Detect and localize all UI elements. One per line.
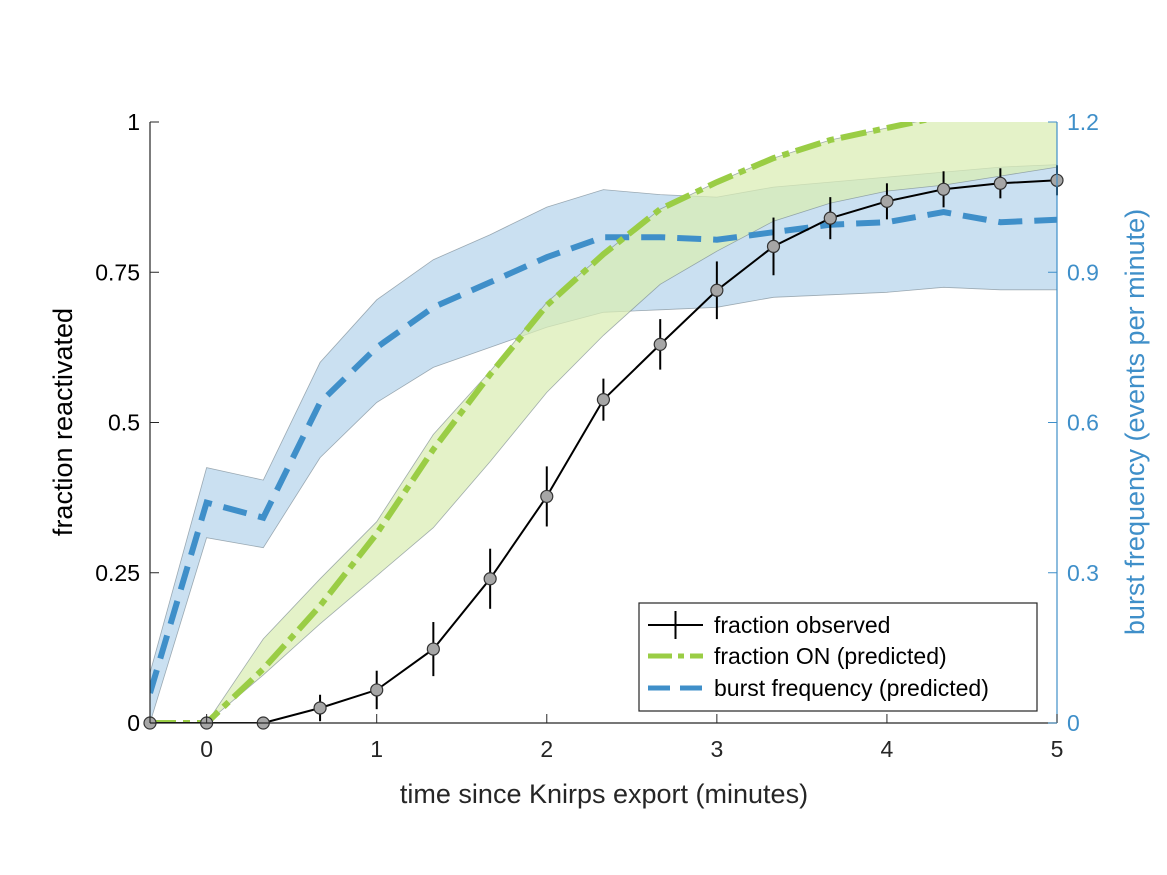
y-right-tick-label: 0.9 bbox=[1067, 259, 1099, 285]
data-point bbox=[993, 176, 1007, 190]
y-left-tick-label: 0 bbox=[127, 710, 140, 736]
x-tick-label: 0 bbox=[200, 736, 213, 762]
x-tick-label: 4 bbox=[881, 736, 894, 762]
burst-frequency-band bbox=[150, 164, 1057, 723]
y-right-tick-label: 0.3 bbox=[1067, 560, 1099, 586]
y-left-tick-label: 0.75 bbox=[95, 259, 140, 285]
bands-layer bbox=[150, 122, 1057, 723]
x-tick-label: 1 bbox=[370, 736, 383, 762]
fraction-on-band bbox=[150, 122, 1057, 723]
data-point bbox=[880, 194, 894, 208]
y-left-tick-label: 0.5 bbox=[108, 410, 140, 436]
y-right-tick-label: 1.2 bbox=[1067, 109, 1099, 135]
x-tick-label: 5 bbox=[1051, 736, 1064, 762]
data-point bbox=[483, 572, 497, 586]
y-left-tick-label: 0.25 bbox=[95, 560, 140, 586]
legend-box bbox=[638, 602, 1038, 712]
data-point bbox=[596, 393, 611, 407]
data-point bbox=[426, 642, 440, 656]
legend-label-observed: fraction observed bbox=[714, 612, 890, 638]
data-point bbox=[823, 211, 837, 225]
fraction-on-line bbox=[150, 122, 930, 723]
data-point bbox=[766, 239, 781, 254]
y-left-tick-label: 1 bbox=[127, 109, 140, 135]
data-point bbox=[370, 683, 384, 697]
data-point bbox=[540, 489, 554, 504]
y-right-tick-label: 0 bbox=[1067, 710, 1080, 736]
data-point bbox=[653, 337, 667, 351]
legend-label-burst: burst frequency (predicted) bbox=[714, 675, 989, 701]
data-point bbox=[710, 283, 724, 297]
y-right-tick-label: 0.6 bbox=[1067, 410, 1099, 436]
x-tick-label: 3 bbox=[710, 736, 723, 762]
legend-label-fraction-on: fraction ON (predicted) bbox=[714, 643, 947, 669]
legend: fraction observed fraction ON (predicted… bbox=[638, 602, 1038, 712]
data-point bbox=[313, 701, 327, 715]
x-tick-label: 2 bbox=[540, 736, 553, 762]
burst-frequency-line bbox=[150, 209, 1057, 694]
x-axis-label: time since Knirps export (minutes) bbox=[400, 779, 808, 809]
y-axis-right-label: burst frequency (events per minute) bbox=[1120, 209, 1150, 635]
y-axis-left-label: fraction reactivated bbox=[48, 308, 78, 536]
data-point bbox=[936, 182, 951, 196]
